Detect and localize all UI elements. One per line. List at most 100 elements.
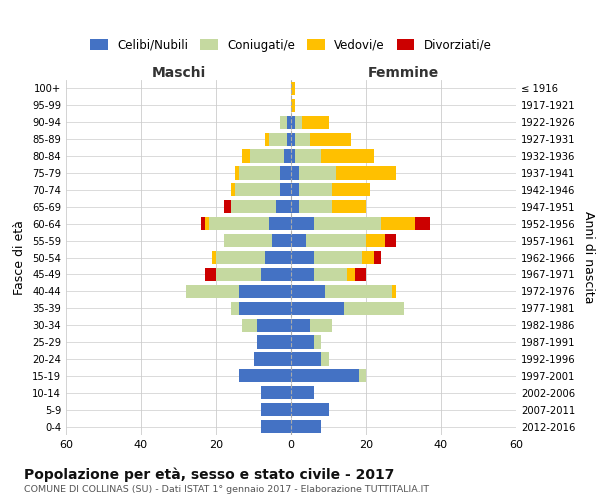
Bar — [291, 386, 314, 400]
Bar — [359, 369, 366, 382]
Bar — [291, 184, 299, 196]
Bar — [343, 302, 404, 315]
Bar — [280, 166, 291, 179]
Bar — [223, 234, 272, 247]
Bar — [299, 184, 332, 196]
Bar — [209, 217, 269, 230]
Bar — [302, 116, 329, 129]
Bar — [280, 184, 291, 196]
Bar — [265, 132, 269, 146]
Bar — [242, 318, 257, 332]
Bar — [291, 82, 295, 95]
Bar — [321, 352, 329, 366]
Bar — [291, 302, 343, 315]
Bar — [299, 200, 332, 213]
Bar — [295, 150, 321, 162]
Bar — [231, 200, 276, 213]
Bar — [291, 420, 321, 433]
Bar — [257, 318, 291, 332]
Bar — [231, 302, 239, 315]
Text: COMUNE DI COLLINAS (SU) - Dati ISTAT 1° gennaio 2017 - Elaborazione TUTTITALIA.I: COMUNE DI COLLINAS (SU) - Dati ISTAT 1° … — [24, 485, 429, 494]
Bar — [291, 132, 295, 146]
Bar — [235, 184, 280, 196]
Text: Femmine: Femmine — [368, 66, 439, 80]
Bar — [254, 352, 291, 366]
Bar — [261, 403, 291, 416]
Bar — [314, 336, 321, 348]
Bar — [205, 268, 216, 281]
Bar — [272, 234, 291, 247]
Bar — [366, 234, 385, 247]
Bar — [239, 166, 280, 179]
Bar — [223, 200, 231, 213]
Bar — [291, 166, 299, 179]
Bar — [291, 200, 299, 213]
Bar — [242, 150, 250, 162]
Bar — [261, 268, 291, 281]
Bar — [295, 132, 310, 146]
Bar — [336, 166, 396, 179]
Text: Popolazione per età, sesso e stato civile - 2017: Popolazione per età, sesso e stato civil… — [24, 468, 394, 482]
Bar — [385, 234, 396, 247]
Bar — [291, 352, 321, 366]
Bar — [362, 251, 373, 264]
Bar — [314, 268, 347, 281]
Bar — [295, 116, 302, 129]
Bar — [186, 284, 239, 298]
Bar — [239, 369, 291, 382]
Bar — [314, 251, 362, 264]
Bar — [287, 116, 291, 129]
Bar — [265, 251, 291, 264]
Bar — [306, 234, 366, 247]
Bar — [280, 116, 287, 129]
Bar — [355, 268, 366, 281]
Bar — [314, 217, 381, 230]
Bar — [276, 200, 291, 213]
Bar — [291, 268, 314, 281]
Bar — [291, 251, 314, 264]
Bar — [235, 166, 239, 179]
Bar — [257, 336, 291, 348]
Y-axis label: Anni di nascita: Anni di nascita — [582, 211, 595, 304]
Bar — [201, 217, 205, 230]
Bar — [415, 217, 430, 230]
Bar — [261, 420, 291, 433]
Legend: Celibi/Nubili, Coniugati/e, Vedovi/e, Divorziati/e: Celibi/Nubili, Coniugati/e, Vedovi/e, Di… — [88, 36, 494, 54]
Bar — [291, 284, 325, 298]
Bar — [231, 184, 235, 196]
Bar — [291, 99, 295, 112]
Bar — [332, 184, 370, 196]
Bar — [261, 386, 291, 400]
Bar — [212, 251, 216, 264]
Bar — [373, 251, 381, 264]
Bar — [284, 150, 291, 162]
Bar — [392, 284, 396, 298]
Bar — [310, 132, 351, 146]
Bar — [291, 403, 329, 416]
Bar — [321, 150, 373, 162]
Bar — [332, 200, 366, 213]
Bar — [239, 302, 291, 315]
Bar — [325, 284, 392, 298]
Bar — [310, 318, 332, 332]
Bar — [291, 369, 359, 382]
Bar — [291, 150, 295, 162]
Bar — [269, 132, 287, 146]
Bar — [291, 234, 306, 247]
Bar — [239, 284, 291, 298]
Bar — [347, 268, 355, 281]
Y-axis label: Fasce di età: Fasce di età — [13, 220, 26, 295]
Bar — [269, 217, 291, 230]
Bar — [216, 251, 265, 264]
Bar — [381, 217, 415, 230]
Bar — [291, 116, 295, 129]
Bar — [287, 132, 291, 146]
Bar — [216, 268, 261, 281]
Bar — [250, 150, 284, 162]
Bar — [205, 217, 209, 230]
Bar — [291, 217, 314, 230]
Bar — [299, 166, 336, 179]
Text: Maschi: Maschi — [151, 66, 206, 80]
Bar — [291, 318, 310, 332]
Bar — [291, 336, 314, 348]
